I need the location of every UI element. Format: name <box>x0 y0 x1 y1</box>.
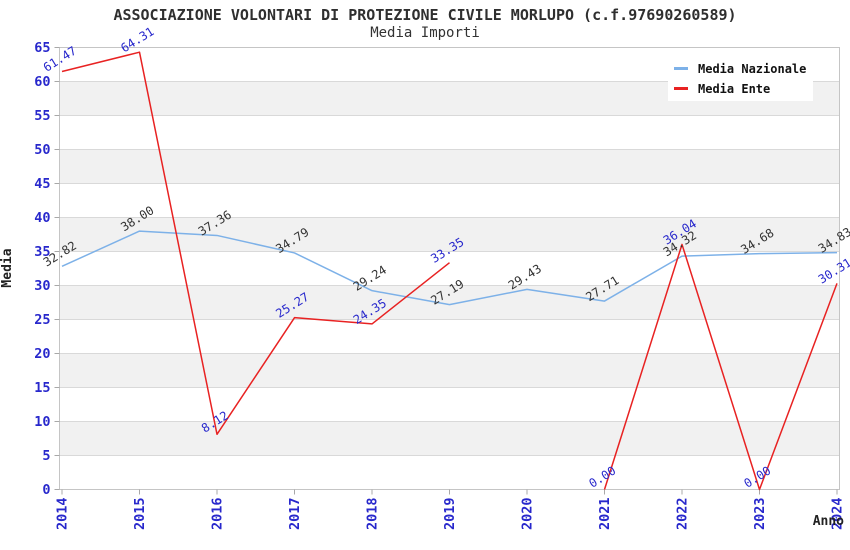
plot-band <box>59 285 840 320</box>
series-line-media-ente <box>61 51 450 436</box>
x-tick-label: 2017 <box>287 497 303 530</box>
y-tick-label: 60 <box>34 74 50 90</box>
y-tick-label: 5 <box>42 448 50 464</box>
x-axis-title: Anno <box>812 514 844 529</box>
series-line-media-ente <box>603 243 838 491</box>
y-tick-label: 65 <box>34 40 50 56</box>
x-tick-label: 2016 <box>210 497 226 530</box>
legend-label-media-nazionale: Media Nazionale <box>698 61 807 76</box>
x-tick-label: 2018 <box>365 497 381 530</box>
y-axis-title: Media <box>0 248 15 288</box>
line-swatch-icon <box>674 87 688 90</box>
legend: Media Nazionale Media Ente <box>668 56 813 101</box>
legend-item-media-nazionale: Media Nazionale <box>674 62 813 76</box>
chart-title: ASSOCIAZIONE VOLONTARI DI PROTEZIONE CIV… <box>113 6 737 24</box>
x-tick-label: 2021 <box>597 497 613 530</box>
line-swatch-icon <box>674 67 688 70</box>
y-tick-label: 35 <box>34 244 50 260</box>
plot-band <box>59 149 840 184</box>
x-tick-label: 2024 <box>830 497 846 530</box>
y-tick-label: 30 <box>34 278 50 294</box>
series-line-media-nazionale <box>61 230 838 306</box>
legend-label-media-ente: Media Ente <box>698 81 771 96</box>
y-tick-label: 25 <box>34 312 50 328</box>
plot-band <box>59 455 840 490</box>
x-tick-label: 2014 <box>55 497 71 530</box>
plot-band <box>59 319 840 354</box>
y-tick-label: 40 <box>34 210 50 226</box>
y-tick-label: 50 <box>34 142 50 158</box>
y-tick-label: 20 <box>34 346 50 362</box>
x-tick-label: 2020 <box>520 497 536 530</box>
y-tick-label: 10 <box>34 414 50 430</box>
legend-item-media-ente: Media Ente <box>674 82 813 96</box>
x-tick-label: 2022 <box>675 497 691 530</box>
y-tick-label: 15 <box>34 380 50 396</box>
x-tick-label: 2019 <box>442 497 458 530</box>
y-tick-label: 45 <box>34 176 50 192</box>
x-tick-label: 2023 <box>752 497 768 530</box>
y-tick-label: 0 <box>42 482 50 498</box>
plot-band <box>59 115 840 150</box>
plot-band <box>59 353 840 388</box>
plot-band <box>59 421 840 456</box>
plot-band <box>59 251 840 286</box>
y-tick-label: 55 <box>34 108 50 124</box>
plot-band <box>59 387 840 422</box>
plot-band <box>59 183 840 218</box>
chart-subtitle: Media Importi <box>370 25 480 41</box>
x-tick-label: 2015 <box>132 497 148 530</box>
